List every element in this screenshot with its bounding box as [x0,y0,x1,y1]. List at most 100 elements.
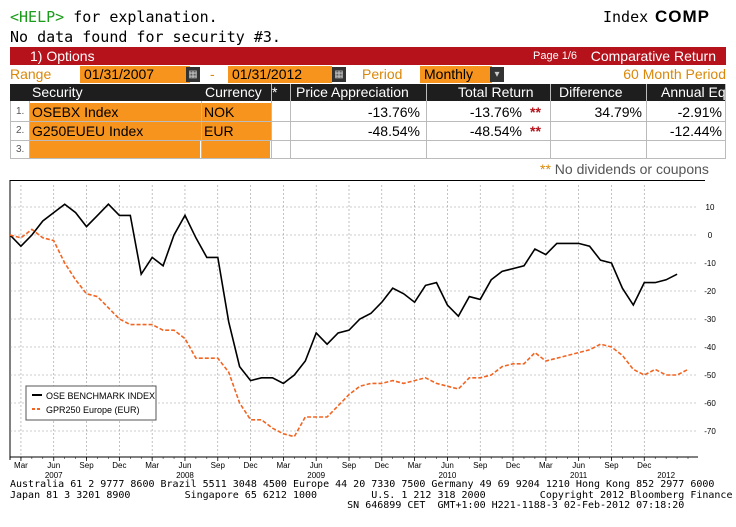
y-tick-label: 0 [708,231,713,240]
annual-eq-value: -12.44% [669,123,722,139]
x-tick-label: Mar [276,461,290,470]
y-tick-label: 10 [706,203,715,212]
grid-line [10,121,726,122]
x-tick-label: Sep [211,461,226,470]
y-tick-label: -60 [704,399,716,408]
end-date-field[interactable]: 01/31/2012 [228,66,332,83]
currency-field[interactable] [202,141,270,159]
page-indicator: Page 1/6 [533,50,578,62]
calendar-icon[interactable]: ▦ [332,67,346,82]
footer-line: Australia 61 2 9777 8600 Brazil 5511 304… [10,479,715,490]
x-tick-label: Jun [572,461,585,470]
grid-line [10,101,11,158]
grid-line [29,101,30,158]
grid-line [10,158,726,159]
series-line-gpr [9,228,689,438]
price-appreciation-value: -13.76% [367,104,420,120]
x-year-label: 2009 [307,471,325,480]
period-select[interactable]: Monthly [420,66,492,83]
x-tick-label: Sep [79,461,94,470]
help-key[interactable]: <HELP> [10,8,65,26]
x-tick-label: Mar [408,461,422,470]
series-lines [9,203,689,438]
row-number: 1. [16,106,25,117]
help-prompt: <HELP> for explanation. [10,8,218,26]
x-tick-label: Jun [179,461,192,470]
currency-field[interactable]: EUR [202,122,272,140]
difference-value: 34.79% [594,104,642,120]
calendar-icon[interactable]: ▦ [186,67,200,82]
flag-marker: ** [530,123,541,139]
footer-line: Japan 81 3 3201 8900 Singapore 65 6212 1… [10,489,736,501]
index-label: Index [603,8,649,26]
function-code: COMP [655,7,710,26]
x-tick-label: Mar [145,461,159,470]
period-span-label: 60 Month Period [623,66,726,82]
dividend-note: ** No dividends or coupons [540,161,709,177]
note-marker: ** [540,161,551,177]
price-appreciation-value: -48.54% [367,123,420,139]
flag-marker: ** [530,104,541,120]
x-tick-label: Dec [375,461,389,470]
help-text: for explanation. [64,8,218,26]
x-tick-label: Sep [473,461,488,470]
chart-legend: OSE BENCHMARK INDEX GPR250 Europe (EUR) [25,385,157,421]
annual-eq-value: -2.91% [677,104,722,120]
x-tick-label: Dec [112,461,126,470]
error-message: No data found for security #3. [10,28,281,46]
footer-line: SN 646899 CET GMT+1:00 H221-1188-3 02-Fe… [10,500,685,511]
header-total-return: Total Return [458,84,534,101]
start-date-field[interactable]: 01/31/2007 [80,66,190,83]
x-tick-label: Sep [342,461,357,470]
series-line-ose [9,203,678,385]
chart-top-border [10,180,705,181]
x-tick-label: Dec [243,461,257,470]
note-text: No dividends or coupons [550,161,709,177]
header-difference: Difference [559,84,623,101]
footer: Australia 61 2 9777 8600 Brazil 5511 304… [10,479,736,512]
y-tick-label: -40 [704,343,716,352]
y-axis: 10 0 -10 -20 -30 -40 -50 -60 -70 [704,203,716,436]
comparative-return-chart: 100-10-20-30-40-50-60-70 Mar Jun Sep Dec Mar… [9,180,716,480]
range-label: Range [10,66,52,82]
x-tick-label: Dec [506,461,520,470]
header-annual-eq: Annual Eq [661,84,726,101]
difference-value [550,122,646,140]
x-tick-label: Sep [604,461,619,470]
x-tick-label: Jun [310,461,323,470]
chevron-down-icon[interactable]: ▾ [490,67,504,82]
x-tick-label: Mar [539,461,553,470]
options-menu-button[interactable]: 1) Options [30,48,95,64]
y-tick-label: -10 [704,259,716,268]
y-tick-label: -30 [704,315,716,324]
x-year-label: 2008 [176,471,194,480]
x-tick-label: Jun [441,461,454,470]
security-field[interactable]: OSEBX Index [30,103,202,121]
legend-label-gpr: GPR250 Europe (EUR) [46,405,140,415]
securities-table: Security Currency * Price Appreciation T… [10,84,726,159]
security-field[interactable]: G250EUEU Index [30,122,202,140]
x-tick-label: Dec [637,461,651,470]
grid-line [10,140,726,141]
row-number: 2. [16,125,25,136]
header-currency: Currency [205,84,262,101]
total-return-value: -48.54% [469,123,522,139]
currency-field[interactable]: NOK [202,103,272,121]
y-tick-label: -50 [704,371,716,380]
period-label: Period [362,66,403,82]
x-year-label: 2007 [45,471,63,480]
toolbar: 1) Options Page 1/6 Comparative Return [10,47,726,65]
x-tick-label: Mar [14,461,28,470]
y-tick-label: -70 [704,427,716,436]
row-number: 3. [16,144,25,155]
x-axis: Mar Jun Sep Dec Mar Jun Sep Dec Mar Jun Sep Dec Mar J… [9,456,698,480]
header-star: * [272,84,278,101]
security-field[interactable] [30,141,200,159]
legend-box [25,385,157,421]
screen-title: Comparative Return [590,48,716,64]
total-return-value: -13.76% [469,104,522,120]
x-year-label: 2010 [439,471,457,480]
header-price-appreciation: Price Appreciation [296,84,409,101]
y-tick-label: -20 [704,287,716,296]
range-dash: - [210,66,215,82]
